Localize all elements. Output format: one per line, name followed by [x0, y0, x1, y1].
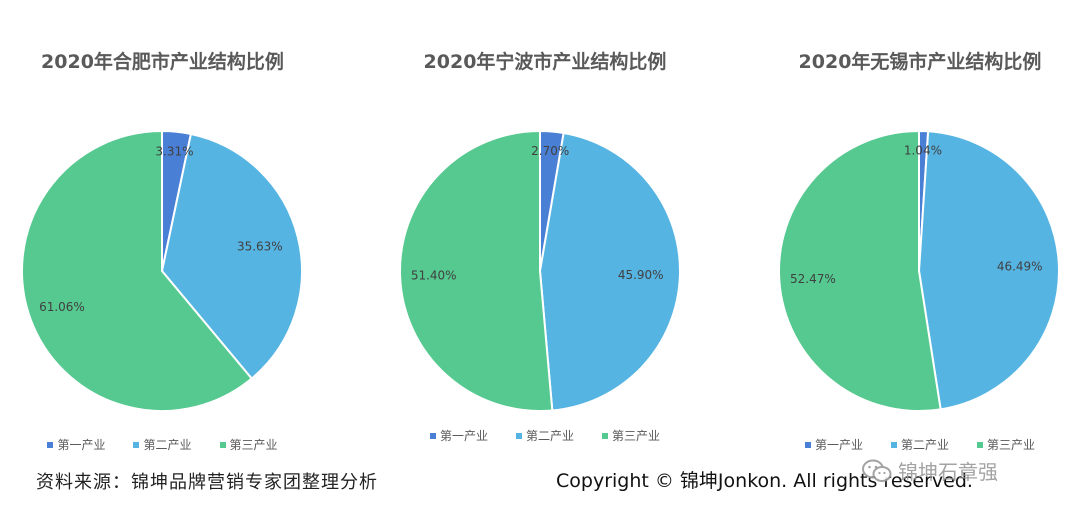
legend-item: 第三产业 [219, 436, 278, 453]
legend-item: 第二产业 [890, 436, 949, 453]
source-note: 资料来源：锦坤品牌营销专家团整理分析 [36, 472, 378, 493]
legend-swatch [219, 441, 226, 448]
legend-swatch [804, 441, 811, 448]
legend-label: 第二产业 [900, 438, 949, 452]
legend-item: 第一产业 [429, 427, 488, 444]
pie-svg: 3.31% 35.63% 61.06% [21, 129, 303, 412]
pie-slice-2 [160, 132, 303, 380]
legend-swatch [977, 441, 983, 448]
legend-swatch [890, 441, 897, 448]
chart-title: 2020年合肥市产业结构比例 [41, 51, 284, 73]
data-label-2: 35.63% [237, 240, 283, 254]
data-label-3: 52.47% [790, 272, 836, 286]
data-label-1: 1.04% [904, 144, 942, 158]
legend-item: 第一产业 [47, 436, 105, 453]
pie-slice-3 [21, 129, 254, 412]
pie-chart-3: 2020年无锡市产业结构比例 1.04% 46.49% 52.47% 第一产业 第二产业第… [760, 0, 1080, 470]
legend-label: 第一产业 [814, 438, 863, 452]
pie-slice-3 [778, 129, 942, 412]
pie-slice-2 [917, 130, 1060, 411]
legend-label: 第二产业 [525, 429, 574, 443]
legend-item: 第二产业 [515, 427, 574, 444]
wechat-icon [862, 458, 892, 484]
legend-label: 第三产业 [612, 429, 661, 443]
legend-item: 第三产业 [977, 436, 1035, 453]
legend-swatch [515, 432, 522, 439]
legend-swatch [602, 432, 608, 439]
data-label-3: 61.06% [39, 300, 85, 314]
data-label-1: 2.70% [531, 144, 569, 158]
pie-chart-2: 2020年宁波市产业结构比例 2.70% 45.90% 51.40% 第一产业 第二产业第… [380, 0, 710, 470]
legend-swatch [429, 432, 436, 439]
data-label-2: 45.90% [618, 268, 664, 282]
watermark-text: 锦坤石章强 [898, 460, 998, 484]
legend-swatch [133, 441, 140, 448]
chart-title: 2020年宁波市产业结构比例 [423, 51, 667, 73]
legend-swatch [47, 441, 54, 448]
legend-label: 第三产业 [229, 438, 278, 452]
pie-svg: 1.04% 46.49% 52.47% [778, 129, 1060, 412]
pie-svg: 2.70% 45.90% 51.40% [399, 129, 681, 412]
data-label-1: 3.31% [155, 144, 193, 158]
legend-label: 第一产业 [57, 438, 106, 452]
chart-title: 2020年无锡市产业结构比例 [798, 51, 1042, 73]
pie-slice-3 [399, 129, 554, 412]
pie-chart-1: 2020年合肥市产业结构比例 3.31% 35.63% 61.06% 第一产业 第二产业第… [0, 0, 325, 470]
chart-legend: 第一产业 第二产业 第三产业 [760, 436, 1080, 453]
legend-item: 第三产业 [602, 427, 660, 444]
chart-legend: 第一产业 第二产业 第三产业 [0, 436, 325, 453]
legend-label: 第一产业 [439, 429, 488, 443]
legend-item: 第一产业 [804, 436, 863, 453]
legend-item: 第二产业 [133, 436, 192, 453]
watermark: 锦坤石章强 [862, 456, 998, 485]
pie-slice-2 [538, 131, 681, 412]
legend-label: 第二产业 [143, 438, 192, 452]
legend-label: 第三产业 [987, 438, 1036, 452]
chart-legend: 第一产业 第二产业 第三产业 [380, 427, 710, 444]
data-label-2: 46.49% [997, 259, 1043, 273]
data-label-3: 51.40% [411, 269, 457, 283]
